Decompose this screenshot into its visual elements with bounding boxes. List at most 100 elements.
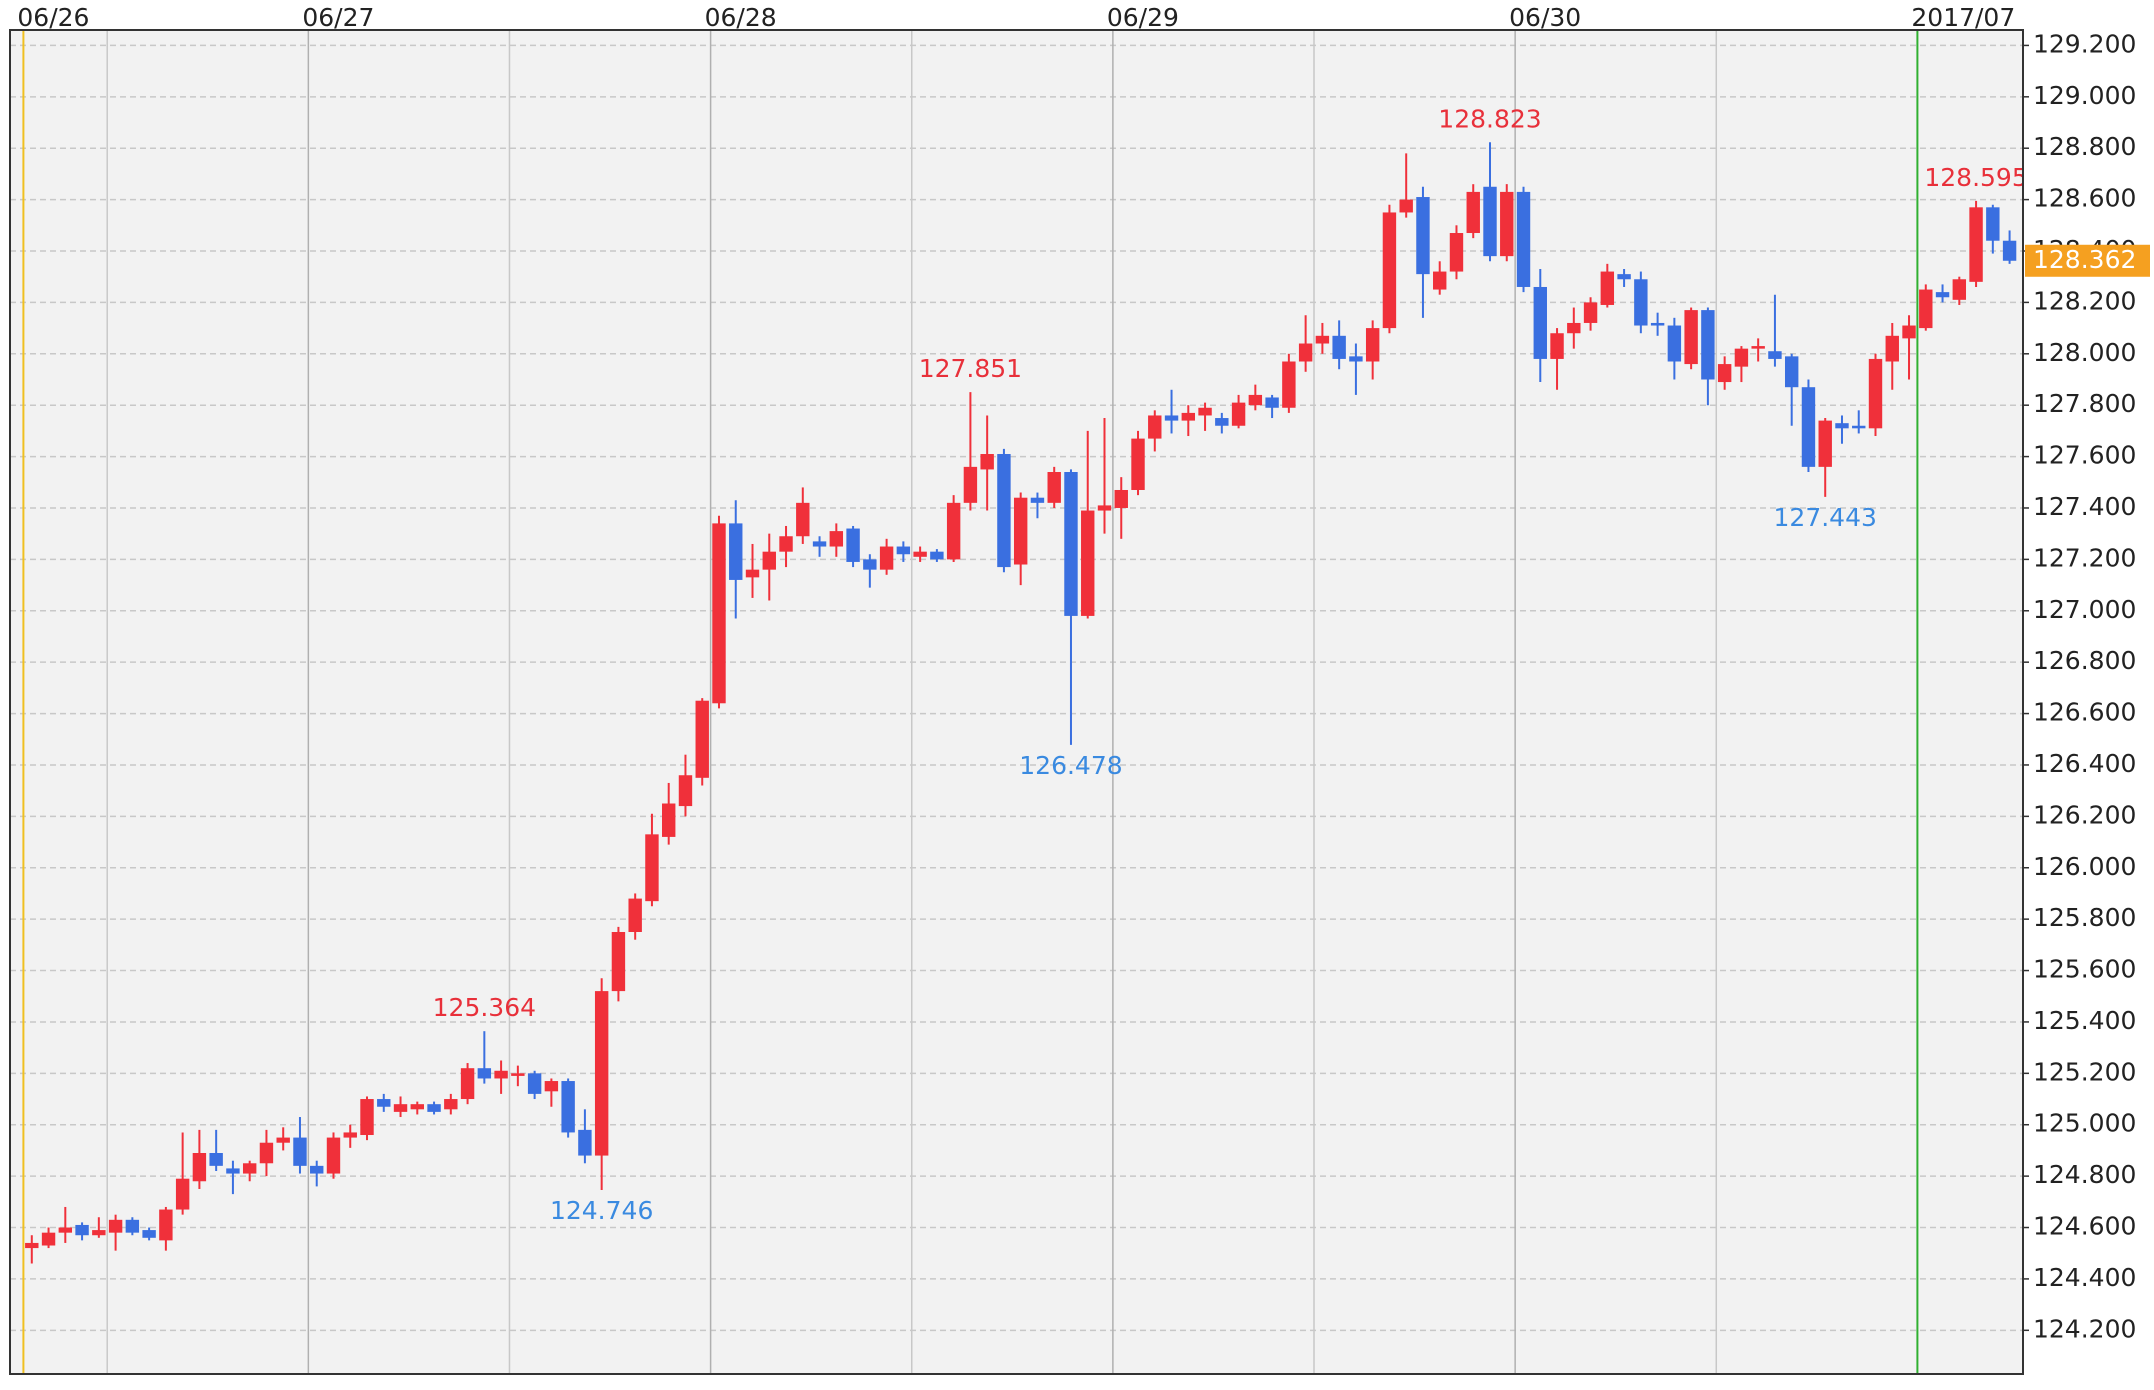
candle-body bbox=[511, 1073, 525, 1076]
candle-body bbox=[645, 834, 659, 902]
candle-body bbox=[75, 1224, 89, 1236]
y-tick-label: 125.000 bbox=[2033, 1109, 2136, 1138]
candle-body bbox=[276, 1137, 290, 1143]
candle-body bbox=[2002, 240, 2017, 261]
candle-body bbox=[1701, 310, 1715, 380]
candle-body bbox=[863, 559, 877, 570]
plot-area bbox=[9, 29, 2024, 1375]
candle-body bbox=[946, 502, 961, 560]
candle-body bbox=[41, 1232, 56, 1246]
candle-body bbox=[92, 1230, 106, 1236]
candle-body bbox=[997, 454, 1011, 568]
candle-body bbox=[762, 551, 776, 570]
candle-body bbox=[242, 1163, 257, 1174]
candle-body bbox=[393, 1104, 408, 1112]
candle-body bbox=[1600, 271, 1615, 305]
last-price-label: 128.362 bbox=[2033, 245, 2136, 274]
candle-body bbox=[477, 1068, 492, 1079]
candle-body bbox=[293, 1137, 307, 1166]
annotation: 124.746 bbox=[550, 1196, 653, 1225]
candle-body bbox=[326, 1137, 341, 1174]
candle-body bbox=[1567, 322, 1581, 334]
candle-body bbox=[1550, 333, 1564, 359]
candle-body bbox=[1047, 472, 1061, 503]
candle-body bbox=[1835, 423, 1849, 429]
candle-body bbox=[1265, 397, 1279, 408]
last-price-box bbox=[2025, 244, 2150, 277]
candle-body bbox=[1684, 310, 1698, 365]
candle-body bbox=[1081, 510, 1095, 616]
y-tick-label: 124.600 bbox=[2033, 1212, 2136, 1241]
y-tick-label: 126.200 bbox=[2033, 800, 2136, 829]
candle-body bbox=[846, 528, 860, 562]
y-tick-label: 124.400 bbox=[2033, 1263, 2136, 1292]
candle-body bbox=[1215, 418, 1229, 426]
x-tick-label: 06/29 bbox=[1107, 3, 1179, 32]
candle-body bbox=[1332, 335, 1346, 359]
candle-body bbox=[1248, 394, 1263, 406]
candle-body bbox=[25, 1242, 39, 1249]
candle-body bbox=[1784, 356, 1799, 388]
x-tick-label: 06/28 bbox=[705, 3, 777, 32]
candle-body bbox=[695, 700, 709, 778]
candle-body bbox=[527, 1073, 542, 1094]
y-tick-label: 127.200 bbox=[2033, 543, 2136, 572]
candle-body bbox=[1181, 412, 1196, 421]
candle-body bbox=[1952, 279, 1967, 300]
y-tick-label: 126.000 bbox=[2033, 852, 2136, 881]
candle-body bbox=[896, 546, 911, 555]
candle-body bbox=[58, 1227, 73, 1233]
candle-body bbox=[729, 523, 743, 580]
y-tick-label: 125.600 bbox=[2033, 955, 2136, 984]
y-tick-label: 126.400 bbox=[2033, 749, 2136, 778]
candle-body bbox=[678, 775, 693, 807]
candle-body bbox=[1768, 351, 1782, 359]
candle-body bbox=[578, 1129, 592, 1156]
y-tick-label: 129.000 bbox=[2033, 81, 2136, 110]
candle-body bbox=[1148, 415, 1162, 439]
candle-body bbox=[1131, 438, 1145, 490]
candle-body bbox=[209, 1152, 223, 1166]
candle-body bbox=[1030, 497, 1045, 503]
y-tick-label: 127.400 bbox=[2033, 492, 2136, 521]
candle-body bbox=[410, 1104, 424, 1110]
candle-body bbox=[662, 803, 676, 837]
annotation: 127.443 bbox=[1774, 503, 1877, 532]
candle-body bbox=[1097, 505, 1112, 511]
candle-body bbox=[1717, 364, 1732, 383]
x-tick-label: 06/26 bbox=[17, 3, 89, 32]
candle-body bbox=[1382, 212, 1397, 329]
candle-body bbox=[310, 1165, 324, 1174]
candle-body bbox=[1416, 197, 1430, 275]
candle-body bbox=[1433, 271, 1447, 290]
candle-body bbox=[879, 546, 894, 570]
candle-body bbox=[963, 466, 978, 503]
candle-body bbox=[1935, 292, 1950, 298]
y-tick-label: 127.600 bbox=[2033, 441, 2136, 470]
candle-body bbox=[1667, 325, 1682, 362]
candle-body bbox=[594, 991, 609, 1156]
y-tick-label: 127.000 bbox=[2033, 595, 2136, 624]
candle-body bbox=[1198, 407, 1212, 416]
y-tick-label: 128.000 bbox=[2033, 338, 2136, 367]
candle-body bbox=[1231, 402, 1246, 426]
axis-panel bbox=[2024, 0, 2154, 1386]
candle-body bbox=[377, 1099, 391, 1107]
candle-body bbox=[1164, 415, 1179, 421]
candle-body bbox=[1466, 191, 1480, 234]
y-tick-label: 125.800 bbox=[2033, 903, 2136, 932]
candle-body bbox=[812, 541, 827, 547]
candle-body bbox=[628, 898, 642, 932]
candle-body bbox=[460, 1068, 475, 1100]
candle-body bbox=[1064, 472, 1078, 616]
candle-body bbox=[1516, 191, 1531, 287]
candle-body bbox=[226, 1168, 240, 1174]
annotation: 128.595 bbox=[1924, 163, 2027, 192]
candle-body bbox=[1902, 325, 1916, 339]
y-tick-label: 128.600 bbox=[2033, 184, 2136, 213]
candle-body bbox=[125, 1219, 140, 1233]
candle-body bbox=[360, 1099, 374, 1136]
candle-body bbox=[1298, 343, 1313, 362]
